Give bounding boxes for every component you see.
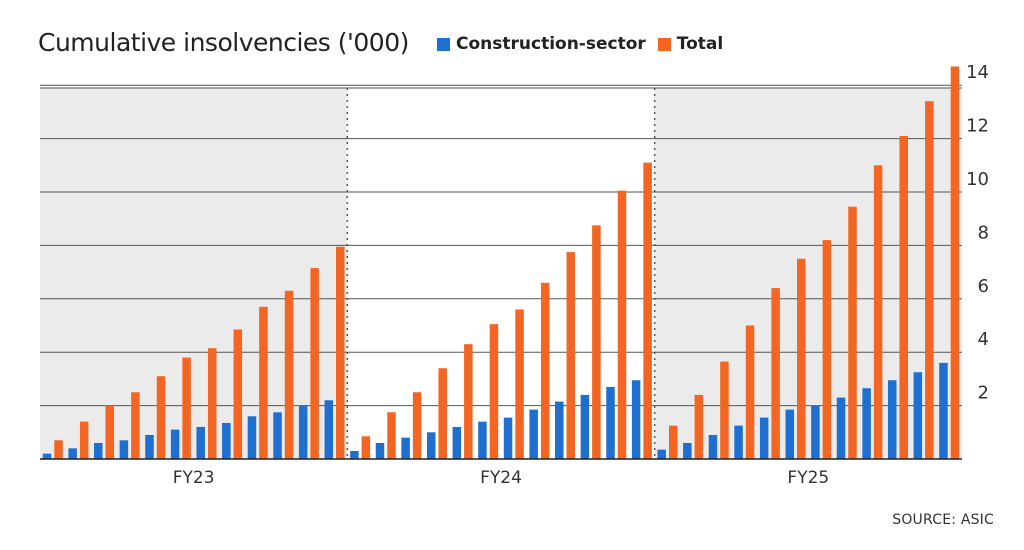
legend-label-total: Total bbox=[676, 34, 724, 54]
bar-construction-17 bbox=[452, 426, 462, 459]
bar-construction-29 bbox=[759, 417, 769, 459]
group-shade-fy23 bbox=[40, 88, 348, 459]
bar-total-27 bbox=[720, 361, 729, 459]
bar-total-18 bbox=[489, 324, 499, 459]
bar-construction-26 bbox=[683, 442, 692, 459]
bar-construction-11 bbox=[298, 405, 308, 459]
bar-construction-12 bbox=[324, 400, 334, 459]
bar-total-17 bbox=[464, 344, 473, 459]
bar-total-23 bbox=[617, 190, 627, 460]
bar-total-8 bbox=[233, 329, 243, 459]
bar-construction-6 bbox=[170, 429, 180, 459]
bar-total-19 bbox=[515, 309, 524, 459]
y-tick-label-8: 8 bbox=[978, 222, 989, 243]
bar-construction-13 bbox=[350, 450, 359, 459]
bar-total-33 bbox=[873, 165, 883, 460]
legend: Construction-sector Total bbox=[437, 34, 735, 54]
x-group-label-fy24: FY24 bbox=[480, 468, 522, 488]
bar-construction-15 bbox=[401, 437, 410, 459]
bar-total-15 bbox=[412, 392, 422, 459]
bar-construction-36 bbox=[939, 362, 948, 459]
bar-total-14 bbox=[387, 412, 396, 459]
bar-total-34 bbox=[899, 135, 908, 459]
bar-total-10 bbox=[284, 290, 294, 459]
bar-total-6 bbox=[182, 357, 191, 459]
bar-total-22 bbox=[592, 225, 601, 459]
bar-construction-21 bbox=[555, 401, 564, 459]
bar-construction-33 bbox=[862, 388, 871, 459]
y-tick-label-6: 6 bbox=[978, 276, 989, 297]
bar-construction-7 bbox=[196, 426, 205, 459]
bar-total-11 bbox=[310, 268, 319, 459]
bar-total-24 bbox=[643, 162, 652, 459]
x-group-label-fy25: FY25 bbox=[787, 468, 829, 488]
bar-construction-27 bbox=[708, 434, 718, 459]
legend-swatch-total bbox=[657, 37, 671, 51]
bar-total-28 bbox=[745, 325, 755, 459]
bar-total-35 bbox=[925, 101, 934, 459]
y-tick-label-4: 4 bbox=[978, 329, 989, 350]
group-shade-fy25 bbox=[654, 88, 962, 459]
bar-construction-8 bbox=[222, 422, 231, 459]
bar-total-12 bbox=[336, 246, 345, 459]
bar-total-26 bbox=[694, 394, 704, 459]
bar-construction-34 bbox=[887, 380, 897, 459]
bar-construction-31 bbox=[811, 405, 820, 459]
bar-construction-9 bbox=[247, 416, 257, 459]
chart-title: Cumulative insolvencies ('000) bbox=[38, 28, 409, 57]
y-tick-label-14: 14 bbox=[966, 62, 989, 83]
bar-construction-14 bbox=[375, 442, 385, 459]
source-note: SOURCE: ASIC bbox=[892, 512, 994, 528]
legend-swatch-construction bbox=[437, 37, 450, 51]
bar-construction-5 bbox=[145, 434, 154, 459]
bar-total-32 bbox=[848, 206, 857, 459]
legend-item-construction: Construction-sector bbox=[437, 34, 646, 54]
bar-construction-3 bbox=[94, 442, 103, 459]
bar-construction-24 bbox=[631, 380, 641, 459]
bar-total-21 bbox=[566, 252, 576, 459]
bar-total-13 bbox=[361, 436, 371, 459]
bar-construction-10 bbox=[273, 412, 282, 459]
bar-construction-32 bbox=[836, 397, 846, 459]
bar-construction-1 bbox=[42, 453, 52, 459]
bar-total-5 bbox=[156, 376, 166, 459]
y-tick-label-10: 10 bbox=[966, 169, 989, 190]
legend-item-total: Total bbox=[657, 34, 724, 54]
y-tick-label-12: 12 bbox=[966, 116, 989, 137]
bar-construction-20 bbox=[529, 409, 538, 459]
bar-construction-28 bbox=[734, 425, 743, 459]
bar-total-3 bbox=[105, 405, 115, 459]
bar-construction-30 bbox=[785, 409, 795, 459]
bar-construction-19 bbox=[503, 417, 513, 459]
bar-total-9 bbox=[259, 306, 268, 459]
bar-total-1 bbox=[54, 440, 63, 459]
bar-total-36 bbox=[950, 66, 960, 459]
y-tick-label-2: 2 bbox=[978, 383, 989, 404]
bar-total-31 bbox=[822, 240, 832, 459]
bar-total-25 bbox=[668, 425, 678, 459]
bar-total-7 bbox=[207, 348, 217, 459]
bar-construction-18 bbox=[478, 421, 487, 459]
bar-total-20 bbox=[540, 282, 550, 459]
bar-total-2 bbox=[79, 421, 89, 459]
bar-construction-16 bbox=[426, 432, 436, 459]
x-group-label-fy23: FY23 bbox=[173, 468, 215, 488]
bar-total-16 bbox=[438, 368, 447, 459]
bar-total-29 bbox=[771, 288, 780, 459]
bar-construction-4 bbox=[119, 440, 129, 459]
bar-construction-23 bbox=[606, 386, 615, 459]
bar-construction-2 bbox=[68, 448, 77, 459]
bar-construction-25 bbox=[657, 449, 666, 459]
bar-construction-22 bbox=[580, 394, 590, 459]
bar-total-4 bbox=[131, 392, 140, 459]
bar-construction-35 bbox=[913, 372, 923, 459]
legend-label-construction: Construction-sector bbox=[456, 34, 646, 54]
bar-total-30 bbox=[797, 258, 806, 459]
